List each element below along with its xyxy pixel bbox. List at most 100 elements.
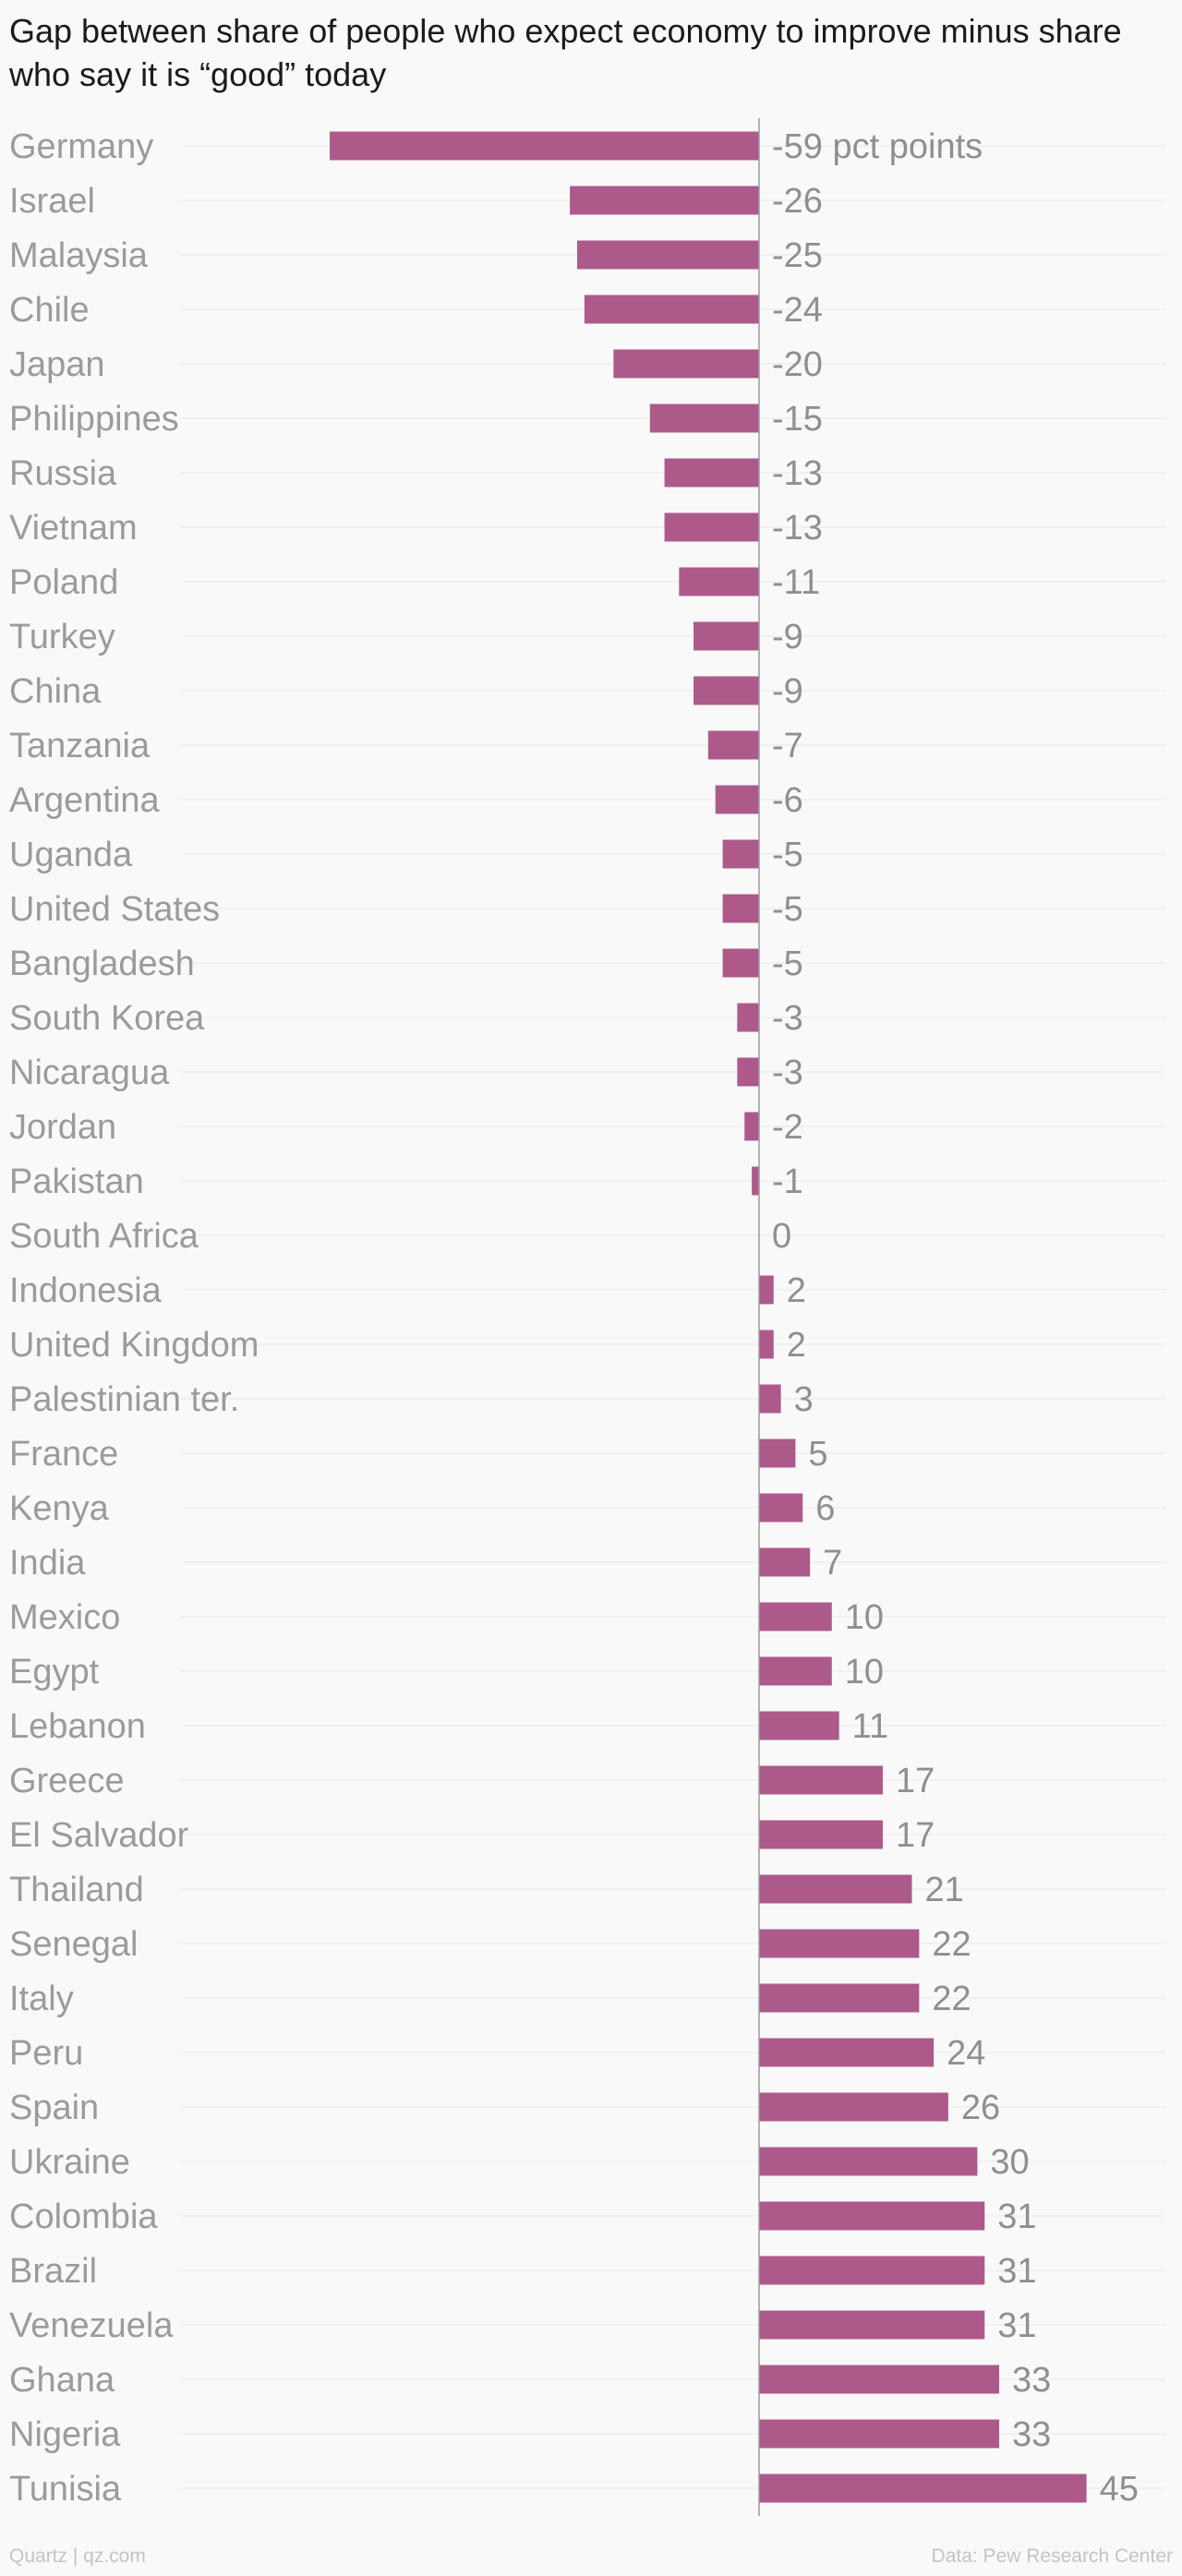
category-label: Philippines [9, 400, 179, 439]
bar [759, 1602, 832, 1631]
category-label: Turkey [9, 618, 115, 656]
footer-source: Quartz | qz.com [9, 2546, 146, 2567]
bar [664, 512, 759, 542]
category-label: Poland [9, 563, 118, 602]
bar [759, 1929, 920, 1958]
value-label: -5 [772, 945, 803, 983]
value-label: -5 [772, 836, 803, 874]
bar [759, 1384, 781, 1414]
category-label: Senegal [9, 1925, 138, 1964]
value-label: 17 [896, 1816, 935, 1855]
bar [752, 1166, 759, 1196]
category-label: South Africa [9, 1217, 199, 1256]
value-label: 17 [896, 1762, 935, 1800]
category-label: Tunisia [9, 2470, 122, 2509]
bar [759, 1656, 832, 1686]
category-label: South Korea [9, 999, 205, 1038]
value-label: -26 [772, 182, 823, 221]
bar [330, 131, 759, 161]
value-label: -9 [772, 672, 803, 711]
category-label: Lebanon [9, 1707, 146, 1746]
value-label: 2 [787, 1326, 806, 1365]
value-label: 10 [845, 1653, 884, 1691]
value-label: -13 [772, 509, 823, 548]
category-labels: Germany Israel Malaysia Chile Japan Philippin… [9, 127, 259, 2509]
value-label: -2 [772, 1108, 803, 1147]
category-label: Vietnam [9, 509, 138, 548]
bar [737, 1057, 759, 1087]
category-label: Greece [9, 1762, 125, 1800]
bar [649, 403, 759, 433]
category-label: El Salvador [9, 1816, 189, 1855]
bar [722, 948, 759, 978]
bar [759, 2201, 985, 2231]
category-label: Palestinian ter. [9, 1380, 239, 1419]
bar [759, 1711, 839, 1740]
value-label: -3 [772, 999, 803, 1038]
value-label: 22 [932, 1980, 971, 2018]
bar [584, 295, 759, 324]
bar [722, 894, 759, 923]
category-label: Thailand [9, 1871, 144, 1909]
category-label: Tanzania [9, 727, 151, 765]
category-label: Indonesia [9, 1271, 163, 1310]
bar [759, 2092, 948, 2122]
footer-credit: Data: Pew Research Center [931, 2546, 1173, 2567]
bar [759, 1874, 912, 1904]
category-label: Bangladesh [9, 945, 195, 983]
bar [759, 1330, 774, 1359]
bar [577, 240, 759, 270]
bar [759, 1983, 920, 2013]
bar [759, 1547, 811, 1577]
value-label: -13 [772, 454, 823, 493]
category-label: Spain [9, 2088, 99, 2127]
value-label: 6 [815, 1489, 835, 1528]
value-label: 0 [772, 1217, 791, 1256]
bar [722, 839, 759, 869]
category-label: Nigeria [9, 2415, 121, 2454]
category-label: Malaysia [9, 236, 149, 275]
value-label: 11 [852, 1707, 888, 1746]
value-label: -5 [772, 890, 803, 929]
bar [694, 621, 759, 651]
value-label: 45 [1100, 2470, 1139, 2509]
value-label: 26 [961, 2088, 1000, 2127]
value-label: 2 [787, 1271, 806, 1310]
category-label: Germany [9, 127, 153, 166]
bar [759, 2147, 978, 2176]
bars [330, 131, 1087, 2503]
value-label: -20 [772, 345, 823, 384]
category-label: Israel [9, 182, 95, 221]
bar [570, 186, 759, 215]
value-label: -11 [772, 563, 820, 602]
category-label: Ghana [9, 2361, 115, 2400]
value-label: 10 [845, 1598, 884, 1637]
gridlines [180, 145, 1165, 2489]
category-label: Brazil [9, 2252, 97, 2291]
value-label: 30 [990, 2143, 1029, 2182]
value-label: -25 [772, 236, 823, 275]
bar [759, 2474, 1087, 2503]
category-label: Nicaragua [9, 1053, 170, 1092]
bar [759, 1275, 774, 1305]
bar [744, 1112, 759, 1141]
value-label: 7 [823, 1544, 842, 1583]
bar [759, 2365, 1000, 2394]
value-label: -1 [772, 1162, 803, 1201]
bar [694, 676, 759, 705]
category-label: Italy [9, 1980, 74, 2018]
value-label: 31 [997, 2252, 1036, 2291]
category-label: Chile [9, 291, 90, 330]
value-label: -15 [772, 400, 823, 439]
value-label: -24 [772, 291, 823, 330]
value-label: 33 [1012, 2415, 1051, 2454]
bar [664, 458, 759, 488]
value-label: 3 [794, 1380, 814, 1419]
category-label: Uganda [9, 836, 133, 874]
category-label: Pakistan [9, 1162, 144, 1201]
bar [715, 785, 759, 814]
category-label: Argentina [9, 781, 161, 820]
bar [613, 349, 759, 379]
category-label: Kenya [9, 1489, 110, 1528]
